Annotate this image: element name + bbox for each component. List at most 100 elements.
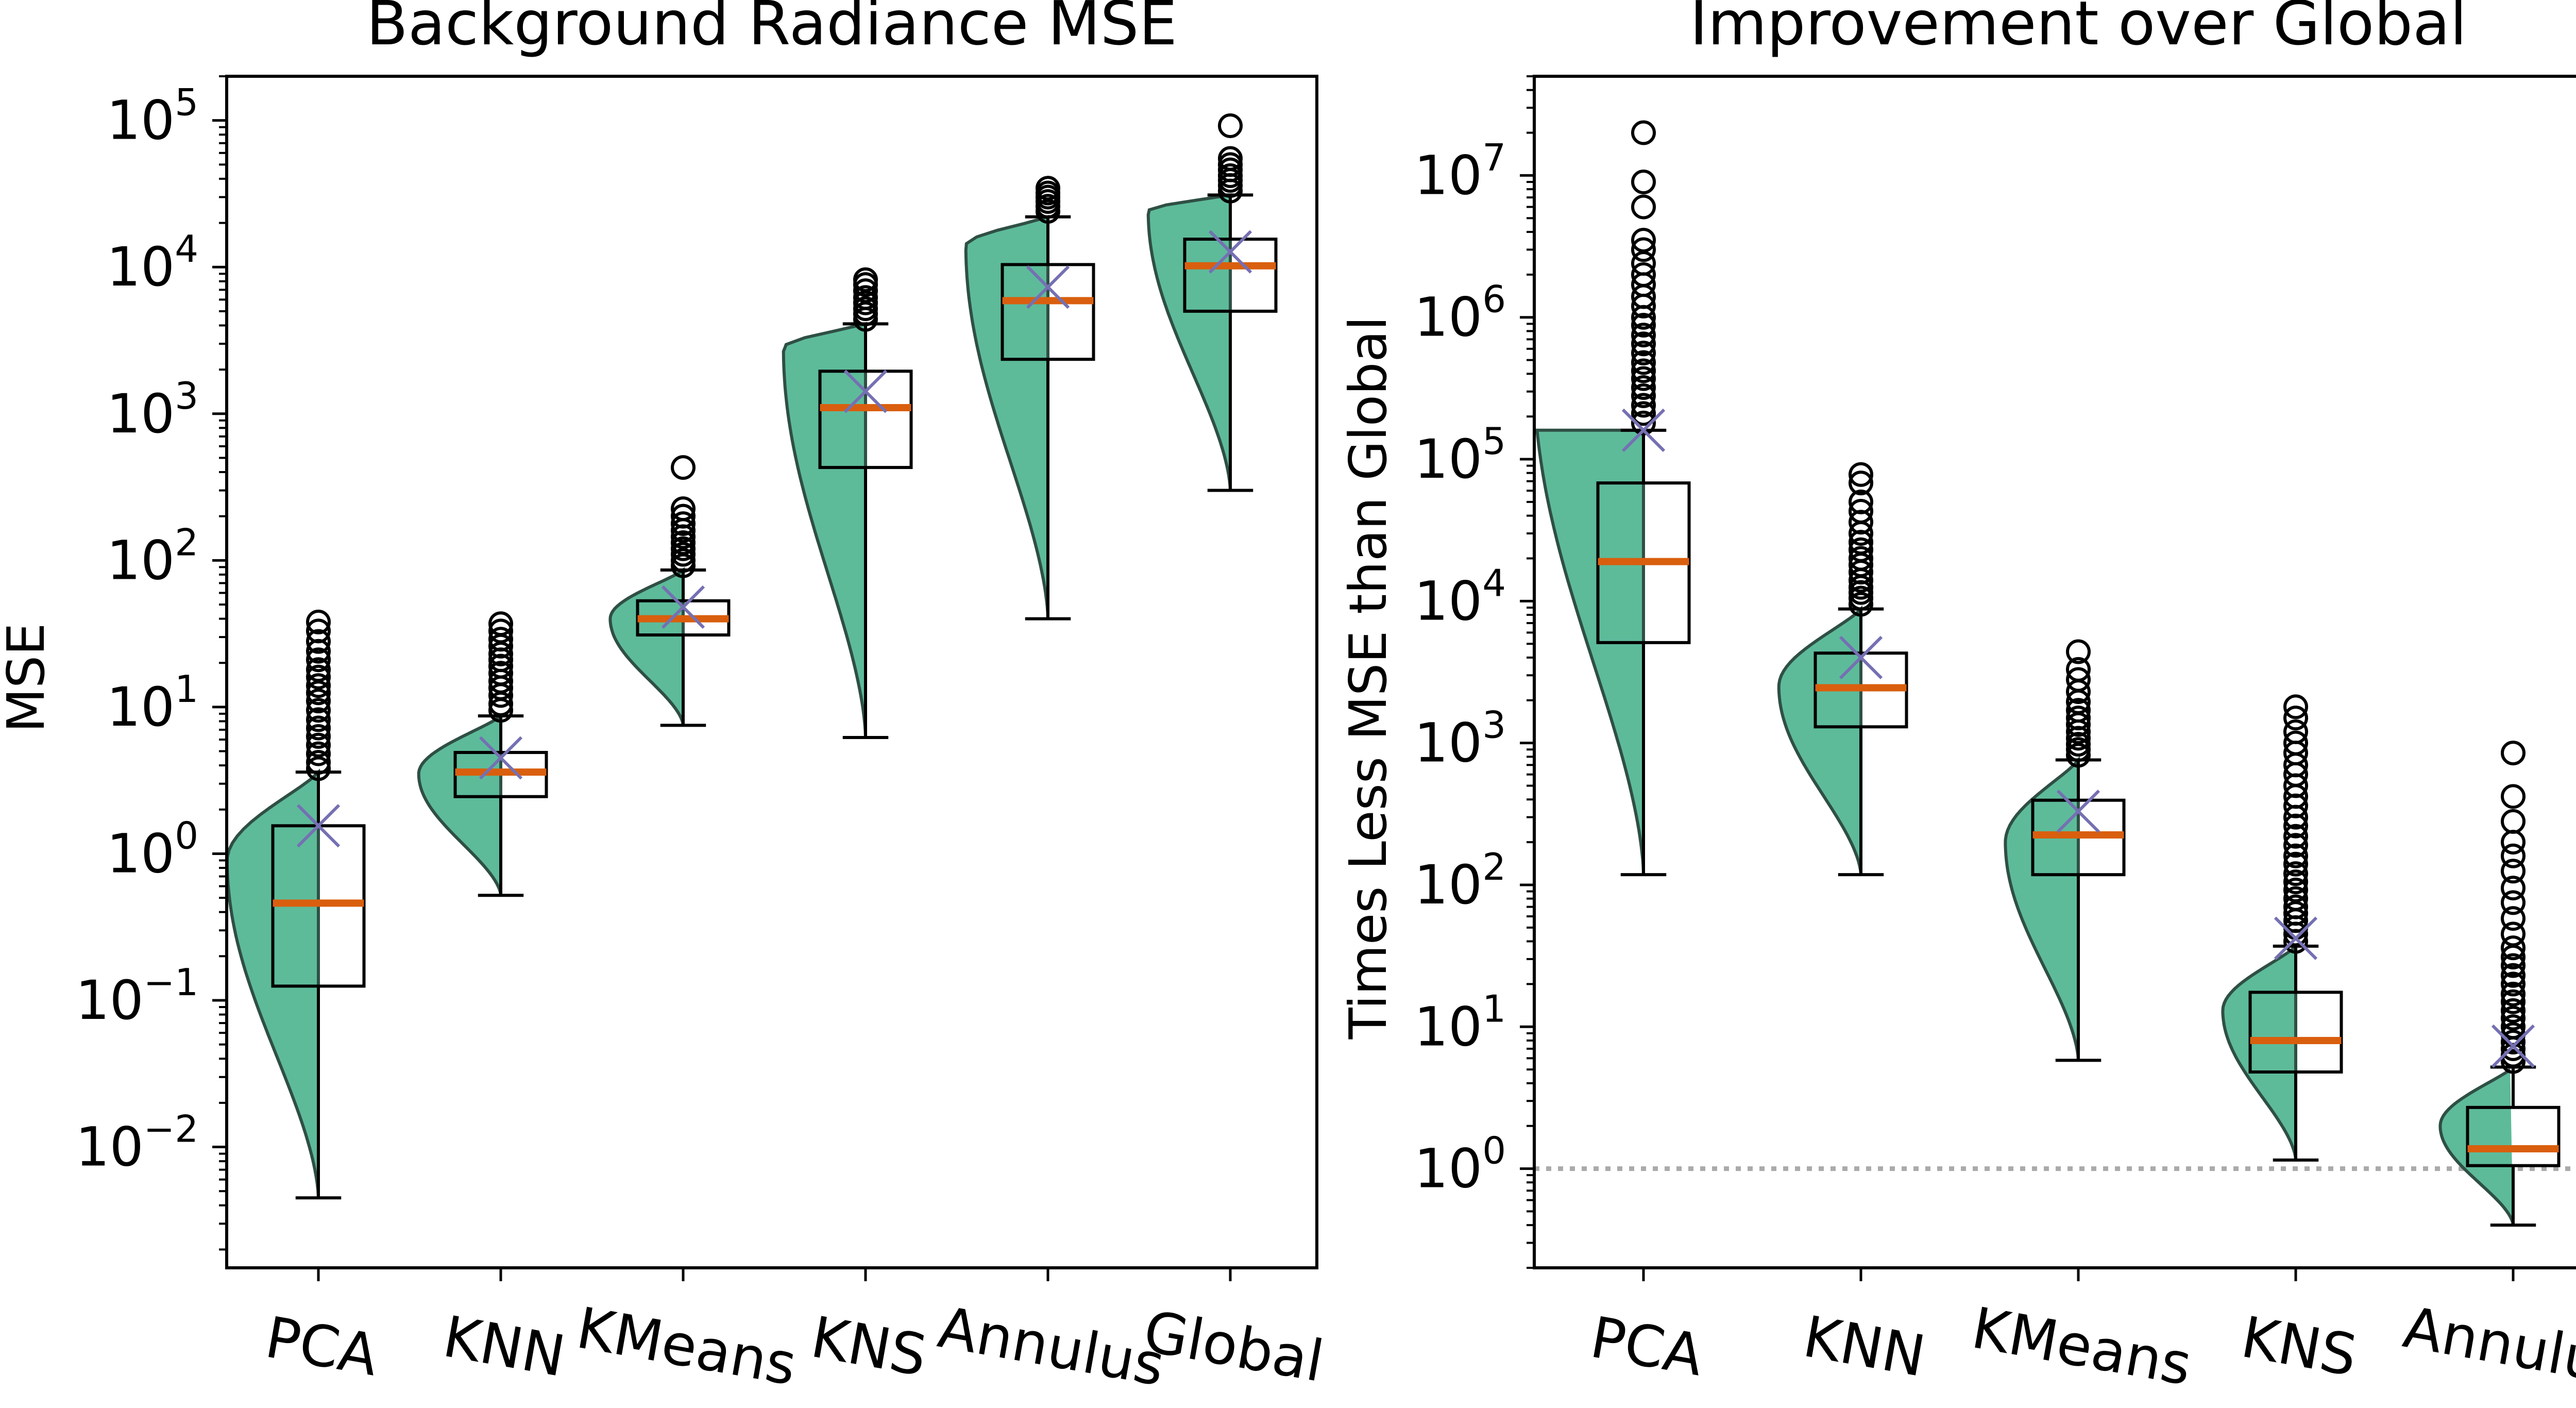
outlier-point <box>853 278 878 304</box>
distribution-kns <box>782 267 913 739</box>
outlier-point <box>488 653 513 679</box>
outlier-point <box>2501 921 2526 947</box>
violin <box>782 322 867 738</box>
y-tick-label: 104 <box>1414 561 1506 632</box>
outlier-point <box>2501 784 2526 809</box>
outlier-point <box>488 627 513 652</box>
y-tick-label: 10−1 <box>76 961 198 1032</box>
outlier-point <box>2501 1014 2526 1040</box>
outlier-point <box>2283 843 2308 868</box>
outlier-point <box>488 661 513 686</box>
distribution-kmeans <box>608 455 731 727</box>
outlier-point <box>306 724 331 749</box>
outlier-point <box>853 285 878 310</box>
outlier-point <box>2283 813 2308 839</box>
outlier-point <box>1631 194 1656 220</box>
outlier-point <box>1849 462 1873 487</box>
violin <box>417 713 502 896</box>
outlier-point <box>1849 471 1873 496</box>
outlier-point <box>306 756 331 781</box>
outlier-point <box>2283 894 2308 919</box>
y-tick-label: 101 <box>107 667 198 739</box>
y-tick-label: 106 <box>1414 278 1506 349</box>
mean-marker <box>1839 635 1883 680</box>
distribution-annulus <box>2438 741 2561 1227</box>
outlier-point <box>1849 489 1873 514</box>
mean-marker <box>296 804 341 848</box>
outlier-point <box>2283 719 2308 744</box>
mean-marker <box>843 370 888 413</box>
outlier-point <box>2501 989 2526 1014</box>
mean-marker <box>1621 408 1666 452</box>
outlier-point <box>2501 843 2526 868</box>
y-tick-label: 100 <box>107 814 198 885</box>
outlier-point <box>2501 859 2526 884</box>
outlier-point <box>2283 851 2308 877</box>
outlier-point <box>2501 809 2526 834</box>
outlier-point <box>1631 375 1656 400</box>
outlier-point <box>2501 741 2526 766</box>
outlier-point <box>2501 981 2526 1007</box>
outlier-point <box>306 750 331 775</box>
outlier-point <box>2501 998 2526 1023</box>
outlier-point <box>1631 393 1656 418</box>
outlier-point <box>2283 833 2308 858</box>
outlier-point <box>1849 546 1873 571</box>
y-tick-label: 102 <box>107 521 198 592</box>
y-tick-label: 103 <box>1414 703 1506 775</box>
outlier-point <box>2066 698 2091 723</box>
outlier-point <box>2501 1049 2526 1074</box>
distribution-pca <box>225 609 366 1200</box>
outlier-point <box>2283 869 2308 895</box>
outlier-point <box>2501 935 2526 961</box>
outlier-point <box>2066 706 2091 731</box>
y-tick-label: 100 <box>1414 1129 1506 1200</box>
outlier-point <box>306 707 331 732</box>
y-tick-label: 105 <box>1414 420 1506 491</box>
outlier-point <box>2501 963 2526 988</box>
outlier-point <box>1849 592 1873 617</box>
outlier-point <box>1218 152 1243 177</box>
y-axis-label: Times Less MSE than Global <box>1338 316 1398 1040</box>
outlier-point <box>2066 667 2091 692</box>
outlier-point <box>1631 401 1656 426</box>
outlier-point <box>2283 694 2308 719</box>
outlier-point <box>671 504 696 529</box>
plot-marks <box>225 113 1278 1200</box>
y-tick-label: 107 <box>1414 136 1506 207</box>
outlier-point <box>1631 227 1656 253</box>
box <box>1001 263 1095 361</box>
outlier-point <box>2501 1029 2526 1054</box>
outlier-point <box>2501 890 2526 915</box>
outlier-point <box>1036 176 1060 201</box>
outlier-point <box>488 611 513 636</box>
outlier-point <box>306 618 331 644</box>
mean-marker <box>2056 790 2100 833</box>
outlier-point <box>306 741 331 766</box>
violin <box>2221 942 2297 1161</box>
outlier-point <box>1631 341 1656 366</box>
plot-frame <box>225 75 1318 1269</box>
outlier-point <box>306 609 331 634</box>
outlier-point <box>1631 323 1656 348</box>
outlier-point <box>1631 383 1656 408</box>
box <box>1183 238 1278 313</box>
mean-marker <box>2491 1024 2535 1068</box>
outlier-point <box>2501 1005 2526 1031</box>
distribution-knn <box>417 611 548 897</box>
outlier-point <box>2501 906 2526 931</box>
outlier-point <box>306 715 331 741</box>
outlier-point <box>2066 657 2091 682</box>
distribution-annulus <box>964 176 1095 621</box>
outlier-point <box>2283 730 2308 756</box>
outlier-point <box>306 732 331 758</box>
y-axis-label: MSE <box>0 623 56 733</box>
outlier-point <box>1631 410 1656 435</box>
outlier-point <box>2501 971 2526 997</box>
y-tick-label: 104 <box>107 227 198 298</box>
outlier-point <box>671 548 696 573</box>
mean-marker <box>2274 916 2318 960</box>
box <box>818 370 913 470</box>
y-tick-label: 105 <box>107 81 198 152</box>
